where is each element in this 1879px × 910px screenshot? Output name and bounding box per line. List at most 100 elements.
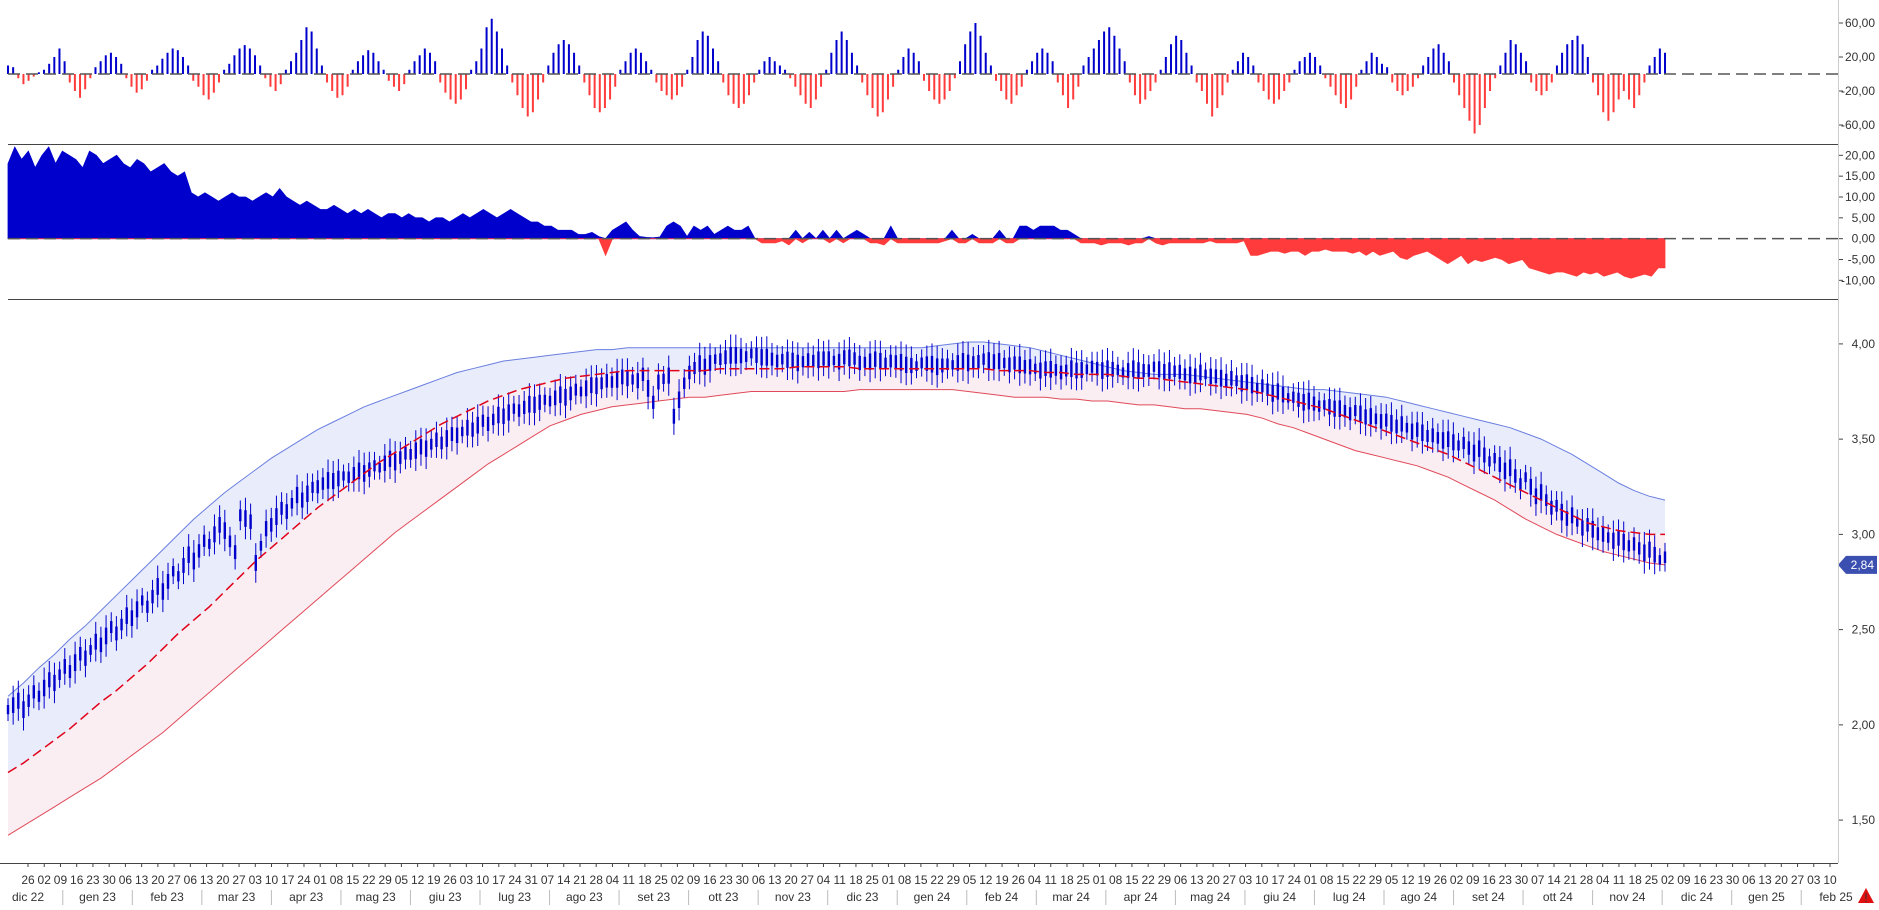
momentum-y-tick-label: 20,00: [1845, 148, 1875, 162]
x-day-label: 03: [460, 873, 474, 887]
candle-body: [533, 396, 536, 414]
candle-body: [982, 353, 985, 365]
candle-body: [1261, 379, 1264, 393]
x-day-label: 06: [1742, 873, 1756, 887]
candle-body: [600, 377, 603, 390]
candle-body: [94, 633, 97, 650]
candle-body: [1483, 447, 1486, 463]
candle-body: [1338, 400, 1341, 418]
x-day-label: 11: [1045, 873, 1058, 887]
x-day-label: 23: [1710, 873, 1724, 887]
x-month-label: gen 24: [914, 890, 951, 904]
candle-body: [486, 416, 490, 431]
candle-body: [228, 535, 232, 548]
candle-body: [497, 406, 500, 424]
x-day-label: 06: [119, 873, 133, 887]
candle-body: [1132, 360, 1135, 377]
candle-body: [719, 353, 722, 365]
x-day-label: 19: [995, 873, 1009, 887]
candle-body: [1266, 383, 1269, 396]
candle-body: [858, 355, 861, 371]
candle-body: [280, 501, 283, 515]
price-y-tick-label: 2,00: [1852, 718, 1876, 732]
x-day-label: 08: [330, 873, 344, 887]
x-day-label: 29: [947, 873, 961, 887]
candle-body: [1111, 361, 1114, 377]
candle-body: [244, 510, 247, 527]
candle-body: [202, 534, 206, 547]
candle-body: [1441, 432, 1445, 449]
candle-body: [507, 404, 510, 421]
candle-body: [409, 448, 412, 460]
candle-body: [812, 354, 815, 368]
candle-body: [1152, 361, 1156, 372]
moving-average-line: [7, 366, 1665, 774]
last-value-label: 2,84: [1851, 558, 1875, 572]
candle-body: [53, 674, 56, 692]
candle-body: [42, 679, 46, 697]
x-day-label: 01: [1093, 873, 1107, 887]
candle-body: [1240, 375, 1243, 392]
x-month-label: gen 25: [1748, 890, 1785, 904]
candle-body: [1472, 444, 1476, 462]
candle-body: [631, 374, 634, 385]
x-day-label: 27: [1223, 873, 1237, 887]
candle-body: [641, 367, 645, 382]
candle-body: [37, 690, 41, 702]
candle-body: [445, 430, 448, 447]
candle-body: [1245, 374, 1249, 390]
candle-body: [879, 352, 882, 370]
candle-body: [1374, 413, 1378, 425]
x-day-label: 08: [898, 873, 912, 887]
x-month-label: dic 24: [1681, 890, 1713, 904]
candle-body: [951, 360, 954, 370]
oscillator-y-tick-label: 20,00: [1845, 50, 1875, 64]
x-month-label: mar 24: [1052, 890, 1090, 904]
candle-body: [517, 404, 521, 417]
candle-body: [801, 356, 805, 368]
x-day-label: 13: [1758, 873, 1772, 887]
candle-body: [1142, 363, 1145, 378]
candle-body: [1627, 540, 1631, 552]
x-day-label: 10: [1823, 873, 1837, 887]
candle-body: [750, 348, 753, 359]
x-day-label: 29: [1369, 873, 1383, 887]
x-day-label: 26: [21, 873, 35, 887]
candle-body: [1183, 368, 1187, 381]
candle-body: [1230, 370, 1233, 386]
x-day-label: 31: [525, 873, 539, 887]
candle-body: [17, 692, 20, 709]
candle-body: [393, 453, 397, 471]
candle-body: [1467, 441, 1471, 455]
oscillator-panel: 60,00 20,00 -20,00 -60,00: [7, 16, 1875, 134]
x-day-label: 01: [314, 873, 328, 887]
x-day-label: 18: [638, 873, 652, 887]
candle-body: [141, 595, 144, 606]
x-day-label: 02: [38, 873, 52, 887]
candle-body: [435, 432, 438, 448]
warning-icon[interactable]: !: [1858, 888, 1874, 905]
price-y-tick-label: 1,50: [1852, 813, 1876, 827]
candle-body: [1219, 369, 1223, 387]
x-day-label: 30: [1515, 873, 1529, 887]
x-day-label: 27: [167, 873, 181, 887]
candle-body: [636, 373, 639, 389]
x-month-label: ott 23: [708, 890, 738, 904]
candle-body: [1256, 382, 1259, 394]
candle-body: [1555, 499, 1558, 512]
candle-body: [703, 358, 707, 375]
candle-body: [1493, 453, 1496, 464]
x-day-label: 17: [492, 873, 506, 887]
candle-body: [27, 694, 30, 707]
x-day-label: 27: [1791, 873, 1805, 887]
candle-body: [84, 650, 87, 666]
candle-body: [1348, 407, 1352, 421]
x-day-label: 26: [1434, 873, 1448, 887]
x-day-label: 23: [719, 873, 733, 887]
candle-body: [342, 471, 345, 481]
candle-body: [290, 498, 294, 509]
candle-body: [295, 486, 299, 504]
x-day-label: 13: [768, 873, 782, 887]
candle-body: [275, 508, 278, 525]
candle-body: [22, 701, 25, 718]
